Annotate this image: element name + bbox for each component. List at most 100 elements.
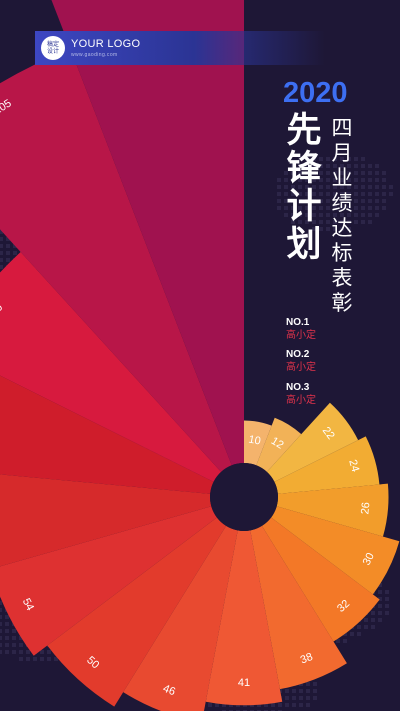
logo-badge-line2: 设计 (46, 48, 59, 55)
map-dot (5, 615, 9, 619)
map-dot (215, 703, 219, 707)
map-dot (298, 213, 302, 217)
map-dot (305, 199, 309, 203)
map-dot (347, 164, 351, 168)
map-dot (340, 157, 344, 161)
bar-value-label: 10 (247, 433, 261, 447)
map-dot (340, 220, 344, 224)
bar-value-label: 46 (161, 683, 177, 699)
logo-badge-line1: 稿定 (46, 41, 59, 48)
map-dot (26, 657, 30, 661)
map-dot (319, 227, 323, 231)
map-dot (285, 689, 289, 693)
map-dot (291, 164, 295, 168)
map-dot (6, 244, 10, 248)
map-dot (361, 178, 365, 182)
map-dot (326, 164, 330, 168)
map-dot (298, 199, 302, 203)
rank-3: NO.3 高小定 (286, 381, 316, 407)
map-dot (368, 213, 372, 217)
map-dot (306, 682, 310, 686)
map-dot (0, 258, 3, 262)
map-dot (340, 185, 344, 189)
map-dot (333, 220, 337, 224)
map-dot (368, 164, 372, 168)
map-dot (347, 185, 351, 189)
map-dot (347, 199, 351, 203)
map-dot (375, 213, 379, 217)
map-dot (298, 164, 302, 168)
map-dot (350, 632, 354, 636)
map-dot (347, 171, 351, 175)
map-dot (13, 244, 17, 248)
map-dot (347, 220, 351, 224)
map-dot (375, 185, 379, 189)
map-dot (354, 192, 358, 196)
map-dot (264, 703, 268, 707)
polar-bar-12 (0, 506, 217, 656)
polar-bar-3 (266, 402, 359, 482)
map-dot (368, 199, 372, 203)
map-dot (371, 618, 375, 622)
map-dot (312, 192, 316, 196)
map-dot (222, 703, 226, 707)
main-title: 先锋计划 (286, 111, 322, 265)
polar-bar-6 (271, 506, 400, 595)
map-dot (0, 629, 2, 633)
map-dot (378, 583, 382, 587)
map-dot (0, 244, 3, 248)
polar-bar-10 (123, 525, 238, 711)
map-dot (340, 227, 344, 231)
map-dot (361, 206, 365, 210)
map-dot (305, 171, 309, 175)
map-dot (347, 213, 351, 217)
polar-bar-14 (0, 375, 214, 494)
map-dot (354, 157, 358, 161)
bar-value-label: 26 (359, 502, 372, 515)
map-dot (277, 192, 281, 196)
map-dot (313, 696, 317, 700)
map-dot (19, 650, 23, 654)
map-dot (347, 192, 351, 196)
map-dot (385, 604, 389, 608)
map-dot (26, 650, 30, 654)
map-dot (361, 157, 365, 161)
map-dot (319, 157, 323, 161)
polar-bar-13 (0, 474, 212, 567)
map-dot (47, 650, 51, 654)
map-dot (319, 206, 323, 210)
map-dot (354, 185, 358, 189)
map-dot (284, 206, 288, 210)
map-dot (368, 185, 372, 189)
chart-center-hole (210, 463, 278, 531)
map-dot (319, 178, 323, 182)
polar-bar-1 (244, 420, 272, 466)
map-dot (333, 164, 337, 168)
map-dot (326, 206, 330, 210)
map-dot (291, 192, 295, 196)
map-dot (6, 237, 10, 241)
map-dot (277, 199, 281, 203)
logo-url: www.gaoding.com (71, 52, 118, 58)
map-dot (354, 178, 358, 182)
map-dot (299, 696, 303, 700)
map-dot (333, 199, 337, 203)
map-dot (305, 192, 309, 196)
map-dot (382, 192, 386, 196)
map-dot (313, 682, 317, 686)
map-dot (298, 206, 302, 210)
polar-bar-7 (261, 517, 380, 642)
map-dot (305, 185, 309, 189)
map-dot (312, 227, 316, 231)
map-dot (371, 625, 375, 629)
map-dot (278, 703, 282, 707)
map-dot (0, 608, 2, 612)
map-dot (0, 622, 2, 626)
map-dot (361, 164, 365, 168)
logo-badge: 稿定 设计 (41, 36, 65, 60)
polar-bar-2 (256, 417, 302, 472)
map-dot (340, 213, 344, 217)
polar-bar-15 (0, 252, 222, 482)
logo-bar (35, 31, 325, 65)
